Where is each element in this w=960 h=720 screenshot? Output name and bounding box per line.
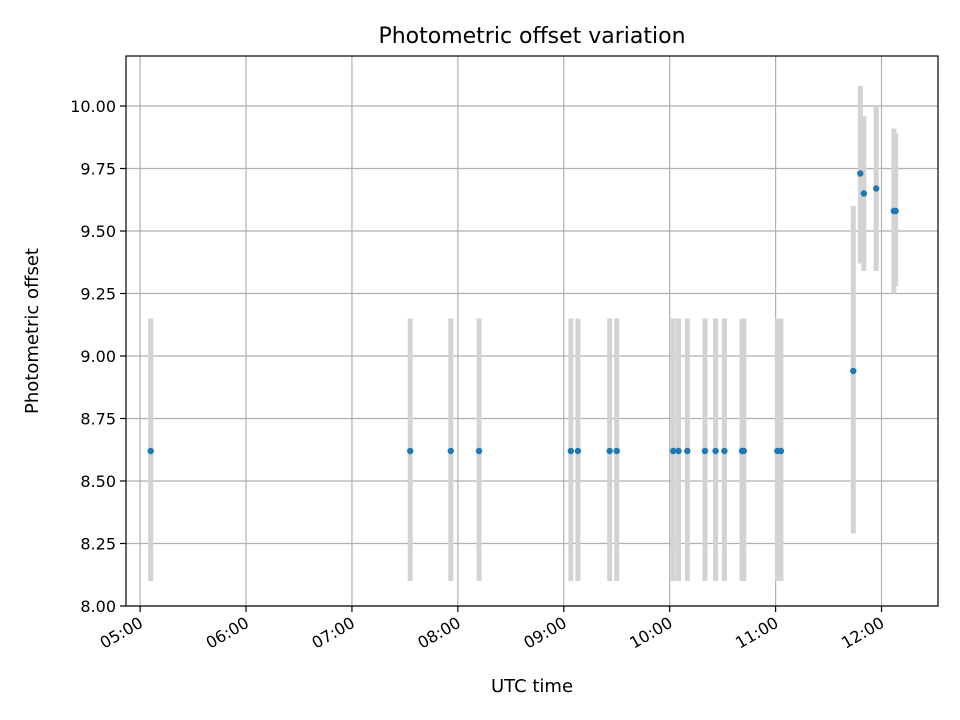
data-point: [567, 447, 575, 455]
data-point: [606, 447, 613, 455]
data-point: [684, 447, 691, 455]
y-tick-label: 10.00: [70, 97, 116, 116]
data-point: [712, 447, 719, 455]
data-point: [850, 367, 857, 375]
y-axis-label: Photometric offset: [22, 248, 43, 414]
y-tick-label: 8.00: [80, 597, 116, 616]
y-tick-label: 9.75: [80, 160, 116, 179]
data-point: [407, 447, 414, 455]
data-point: [740, 447, 748, 455]
data-point: [892, 207, 899, 215]
data-point: [873, 185, 880, 192]
data-point: [574, 447, 582, 455]
data-point: [721, 447, 728, 455]
data-point: [447, 447, 454, 455]
data-point: [857, 170, 864, 177]
y-tick-label: 9.25: [80, 285, 116, 304]
y-tick-label: 8.25: [80, 535, 116, 554]
y-tick-label: 8.50: [80, 472, 116, 491]
y-tick-label: 9.50: [80, 222, 116, 241]
x-axis-label: UTC time: [491, 676, 573, 697]
chart-title: Photometric offset variation: [378, 24, 685, 49]
y-tick-label: 8.75: [80, 410, 116, 429]
plot-frame: [125, 55, 939, 607]
data-point: [147, 447, 154, 455]
data-point: [670, 447, 677, 455]
data-point: [701, 447, 709, 455]
data-point: [475, 447, 483, 455]
data-point: [860, 190, 868, 197]
y-axis-ticks: 8.00 8.25 8.50 8.75 9.00 9.25 9.50 9.75 10.00: [70, 97, 126, 616]
y-tick-label: 9.00: [80, 347, 116, 366]
data-point: [777, 447, 785, 455]
data-point: [613, 447, 620, 455]
data-point: [675, 447, 682, 455]
data-points: [147, 170, 899, 455]
